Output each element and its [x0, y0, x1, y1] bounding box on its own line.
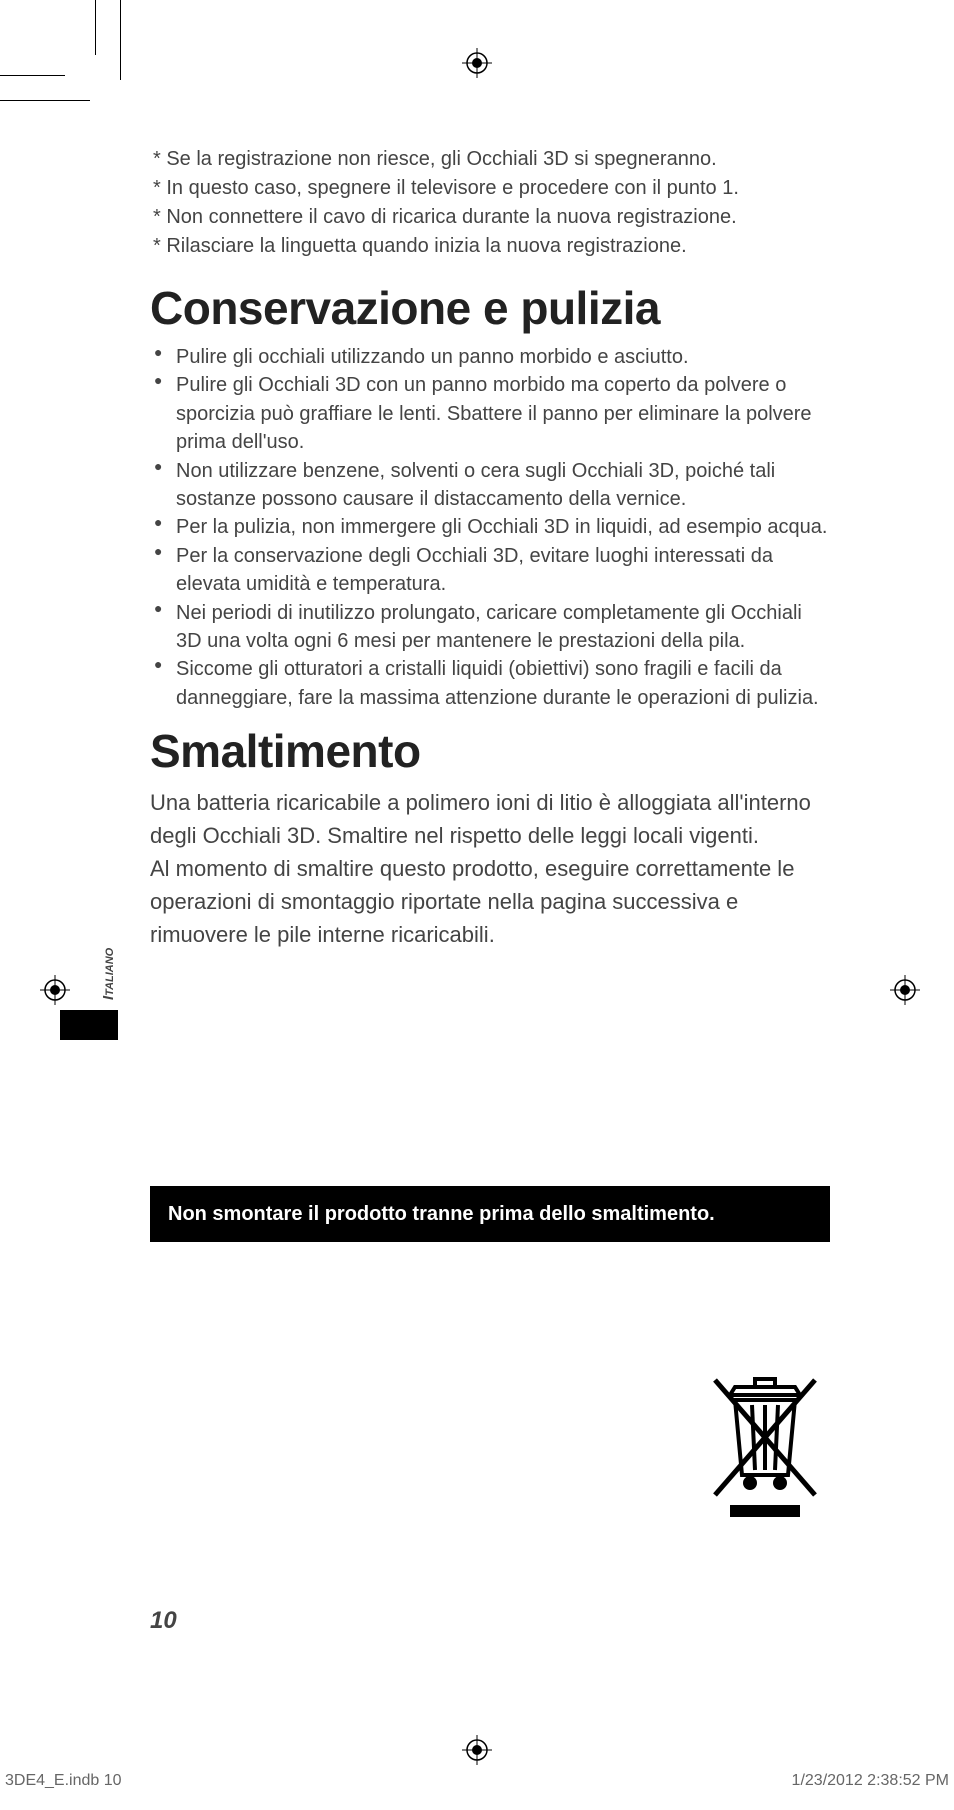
registration-mark-icon [462, 48, 492, 78]
note-text: * Se la registrazione non riesce, gli Oc… [150, 145, 830, 174]
list-item: Pulire gli occhiali utilizzando un panno… [150, 343, 830, 371]
footer-filename: 3DE4_E.indb 10 [5, 1772, 122, 1790]
registration-mark-icon [462, 1735, 492, 1765]
crop-mark [120, 0, 121, 80]
note-text: * Rilasciare la linguetta quando inizia … [150, 232, 830, 261]
section-heading: Conservazione e pulizia [150, 281, 830, 335]
list-item: Pulire gli Occhiali 3D con un panno morb… [150, 371, 830, 456]
bullet-list: Pulire gli occhiali utilizzando un panno… [150, 343, 830, 712]
page-content: * Se la registrazione non riesce, gli Oc… [150, 145, 830, 1242]
warning-box: Non smontare il prodotto tranne prima de… [150, 1186, 830, 1242]
crop-mark [0, 100, 90, 101]
warning-text: Non smontare il prodotto tranne prima de… [168, 1203, 715, 1225]
list-item: Nei periodi di inutilizzo prolungato, ca… [150, 599, 830, 656]
asterisk-notes: * Se la registrazione non riesce, gli Oc… [150, 145, 830, 261]
list-item: Siccome gli otturatori a cristalli liqui… [150, 655, 830, 712]
list-item: Per la pulizia, non immergere gli Occhia… [150, 513, 830, 541]
crop-mark [0, 75, 65, 76]
list-item: Per la conservazione degli Occhiali 3D, … [150, 542, 830, 599]
section-heading: Smaltimento [150, 724, 830, 778]
side-bar [60, 1010, 118, 1040]
page-number: 10 [150, 1607, 177, 1635]
body-text: Una batteria ricaricabile a polimero ion… [150, 786, 830, 951]
weee-bin-icon [700, 1365, 830, 1530]
language-label: Italiano [100, 948, 117, 1000]
registration-mark-icon [40, 975, 70, 1005]
note-text: * Non connettere il cavo di ricarica dur… [150, 203, 830, 232]
note-text: * In questo caso, spegnere il televisore… [150, 174, 830, 203]
crop-mark [95, 0, 96, 55]
footer-timestamp: 1/23/2012 2:38:52 PM [792, 1772, 949, 1790]
registration-mark-icon [890, 975, 920, 1005]
list-item: Non utilizzare benzene, solventi o cera … [150, 457, 830, 514]
